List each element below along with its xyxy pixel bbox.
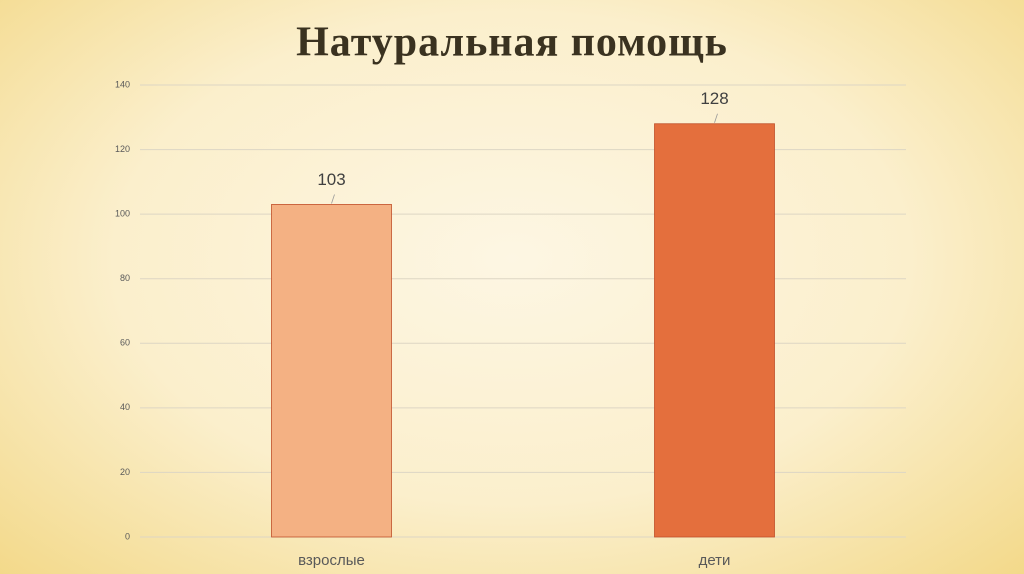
bar [654, 123, 775, 538]
y-tick-label: 140 [115, 79, 130, 89]
y-tick-label: 40 [120, 402, 130, 412]
y-tick-label: 0 [125, 531, 130, 541]
y-tick-label: 120 [115, 144, 130, 154]
y-tick-label: 20 [120, 467, 130, 477]
data-label: 128 [700, 89, 728, 108]
x-tick-label: взрослые [298, 552, 365, 569]
y-tick-label: 100 [115, 209, 130, 219]
data-label: 103 [317, 170, 345, 189]
x-tick-label: дети [699, 552, 731, 569]
y-tick-label: 60 [120, 338, 130, 348]
leader-line [714, 113, 718, 123]
bar [271, 204, 392, 538]
leader-line [331, 194, 335, 204]
y-tick-label: 80 [120, 273, 130, 283]
chart-title: Натуральная помощь [296, 20, 728, 66]
